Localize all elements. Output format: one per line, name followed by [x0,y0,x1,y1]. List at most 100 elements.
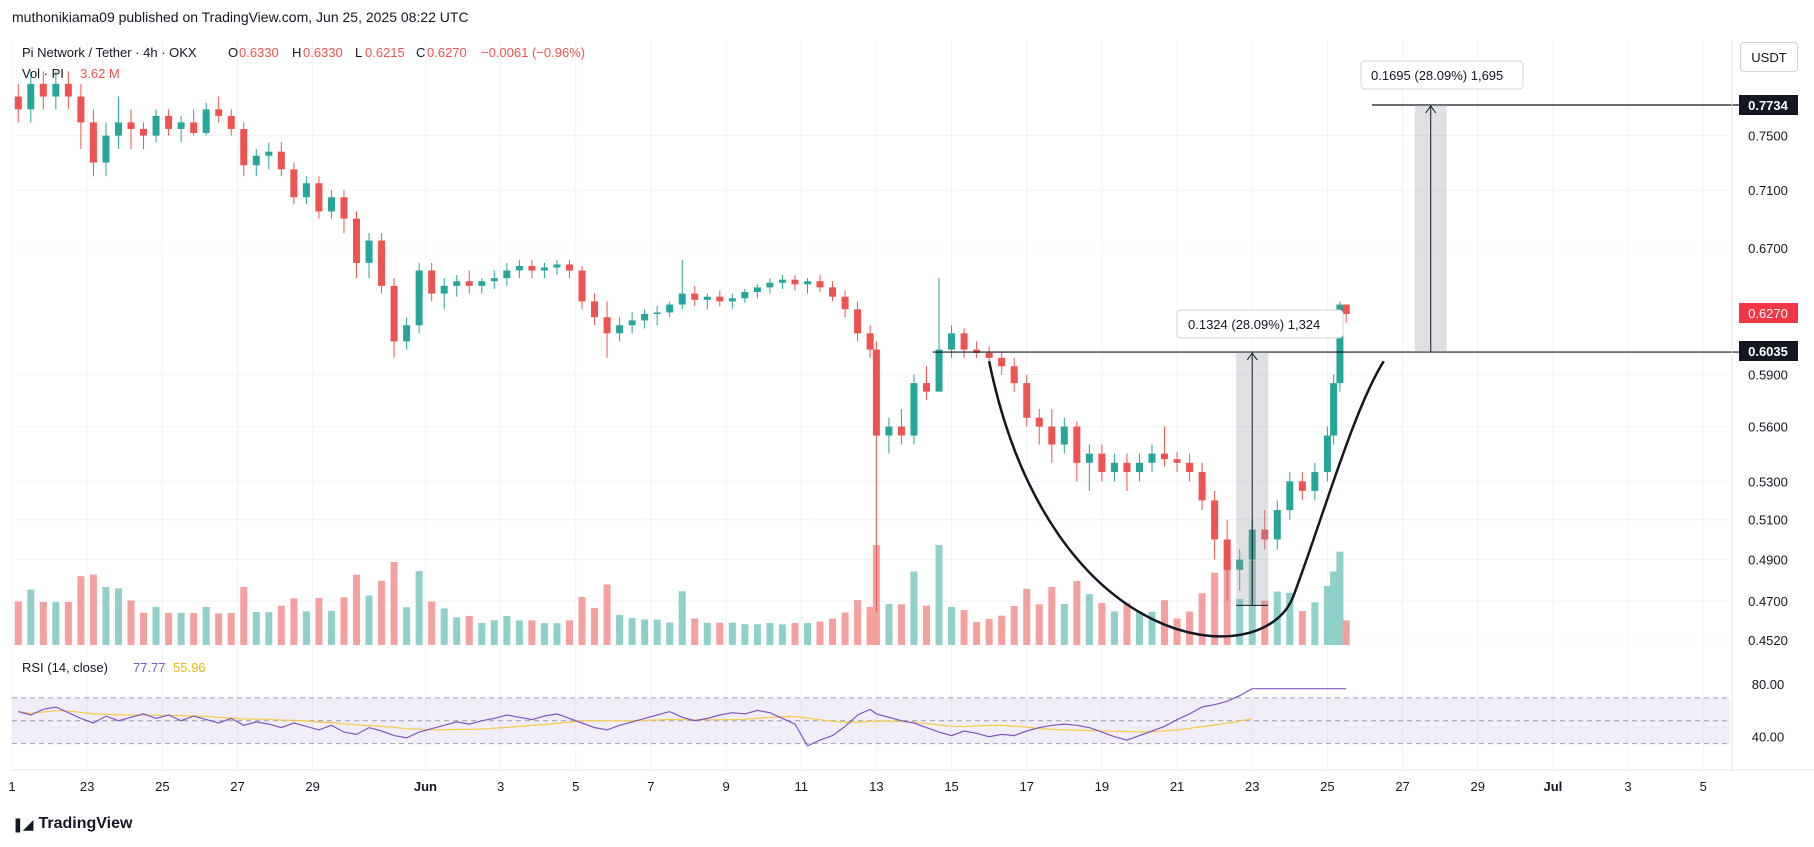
legend: Pi Network / Tether · 4h · OKX O 0.6330 … [22,45,585,675]
candle-body [1298,481,1306,491]
volume-bar [1286,592,1294,645]
candle-body [872,349,880,436]
y-tick-label: 0.5100 [1748,513,1788,528]
candle-body [52,83,60,97]
volume-bar [290,598,298,645]
candle-body [741,292,749,299]
y-tick-label: 0.6700 [1748,241,1788,256]
candle-body [114,122,122,136]
candle-body [1035,417,1043,427]
measure-upper: 0.1695 (28.09%) 1,695 [1360,60,1524,90]
candle-body [753,287,761,293]
axes: 0.7500 0.7100 0.6700 0.5900 0.5600 0.5300 0.51… [8,40,1814,794]
volume-bar [973,622,981,645]
candle-body [923,383,931,392]
price-label-breakout: 0.6035 [1739,341,1798,361]
volume-bar [1198,593,1206,645]
rsi-tick-label: 40.00 [1752,730,1785,745]
volume-bar [415,571,423,645]
rsi-pane [12,688,1730,747]
volume-bar [453,617,461,645]
currency-button[interactable]: USDT [1740,42,1798,72]
measure-upper-arrowhead [1425,105,1437,114]
candle-body [102,135,110,163]
candle-body [778,279,786,283]
candle-body [1323,435,1331,473]
candle-body [39,83,47,97]
volume-bar [1342,620,1350,645]
volume-bar [854,600,862,645]
candle-body [728,298,736,302]
candle-body [973,349,981,353]
candle-body [177,122,185,129]
candle-body [1173,459,1181,463]
candle-body [803,281,811,285]
candle-body [553,264,561,268]
volume-bar [378,580,386,645]
candle-body [666,304,674,313]
volume-bar [202,607,210,645]
candle-body [829,287,837,297]
breakout-price-box [1739,341,1798,361]
volume-bar [14,601,22,645]
candle-body [1186,462,1194,473]
y-tick-label: 0.5600 [1748,420,1788,435]
volume-bar [1311,602,1319,645]
volume-bar [728,622,736,645]
candle-body [591,301,599,318]
volume-bar [1336,551,1344,645]
volume-bar [778,624,786,645]
current-price-box [1739,303,1798,323]
volume-bar [403,607,411,645]
candle-body [290,169,298,198]
volume-bar [190,613,198,645]
volume-bar [628,617,636,645]
measure-lower-box [1176,309,1344,339]
x-tick-label: 13 [869,779,883,794]
change-value: −0.0061 (−0.96%) [481,45,585,60]
candle-body [1286,481,1294,511]
volume-bar [960,610,968,645]
volume-bar [591,607,599,645]
candle-body [897,426,905,436]
volume-bar [240,587,248,645]
volume-bar [490,620,498,645]
tradingview-logo-icon: ❚◢ [12,815,33,832]
candle-body [415,270,423,326]
candle-body [1198,472,1206,501]
candle-body [240,128,248,166]
volume-bar [841,612,849,645]
candle-body [165,115,173,129]
volume-bar [465,615,473,645]
candle-body [1148,453,1156,463]
volume-bar [985,618,993,645]
candle-body [503,270,511,279]
volume-bar [1148,611,1156,645]
volume-bar [603,584,611,645]
volume-bar [1098,603,1106,645]
volume-bar [791,622,799,645]
volume-bar [691,618,699,645]
volume-bar [127,600,135,645]
volume-bar [478,622,486,645]
volume-bar [1236,599,1244,645]
volume-bar [503,616,511,645]
candle-body [948,333,956,350]
candle-body [340,197,348,219]
volume-bar [897,604,905,645]
candle-body [1060,426,1068,445]
candle-body [841,296,849,310]
candle-body [365,240,373,263]
x-tick-label: 23 [80,779,94,794]
volume-bar [277,605,285,645]
cup-pattern-curve [987,360,1385,638]
low-value: 0.6215 [365,45,405,60]
volume-bar [540,623,548,645]
volume-bar [1323,586,1331,645]
volume-bar [753,624,761,645]
volume-bar [1135,611,1143,645]
x-tick-label: 27 [1395,779,1409,794]
volume-bar [64,601,72,645]
candle-body [1273,510,1281,540]
